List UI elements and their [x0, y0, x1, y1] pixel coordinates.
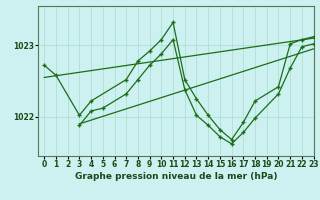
X-axis label: Graphe pression niveau de la mer (hPa): Graphe pression niveau de la mer (hPa) — [75, 172, 277, 181]
